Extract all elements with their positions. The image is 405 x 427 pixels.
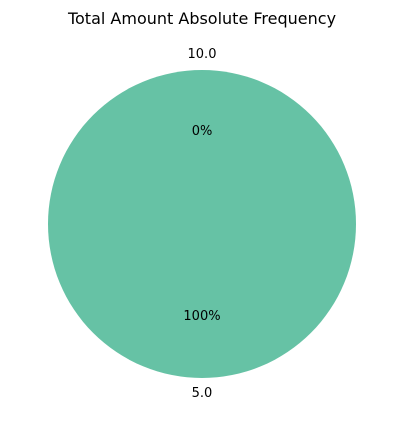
chart-title: Total Amount Absolute Frequency: [67, 9, 336, 28]
slice-label-5-0: 5.0: [192, 386, 213, 401]
slice-label-10-0: 10.0: [188, 47, 217, 62]
pie-slices: [48, 70, 356, 378]
pie-slice-5-0: [48, 70, 356, 378]
percent-label-10-0: 0%: [192, 124, 213, 139]
percent-label-5-0: 100%: [183, 309, 220, 324]
pie-labels: 5.0 100% 10.0 0%: [183, 47, 220, 401]
